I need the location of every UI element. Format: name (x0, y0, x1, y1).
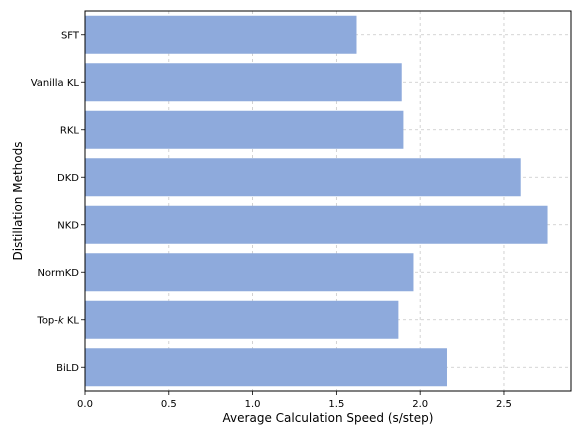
x-tick-label: 0.5 (161, 399, 177, 410)
y-tick-label-bild: BiLD (56, 363, 79, 374)
bar-nkd (85, 205, 548, 244)
y-tick-label-normkd: NormKD (37, 268, 79, 279)
x-tick-label: 1.5 (328, 399, 344, 410)
y-tick-label-sft: SFT (61, 30, 80, 41)
bar-top-k-kl (85, 300, 399, 339)
x-tick-label: 1.0 (245, 399, 261, 410)
y-axis-ticks: SFT Vanilla KL RKL DKD NKD NormKD Top-k KL BiLD (31, 30, 85, 374)
y-tick-label-top-k-kl: Top-k KL (36, 315, 79, 326)
x-axis-title: Average Calculation Speed (s/step) (223, 411, 434, 425)
y-tick-label-rkl: RKL (60, 125, 80, 136)
bar-dkd (85, 158, 521, 197)
y-tick-label-vanilla-kl: Vanilla KL (31, 78, 80, 89)
bar-rkl (85, 110, 404, 149)
x-tick-label: 2.0 (412, 399, 428, 410)
bar-normkd (85, 253, 414, 292)
plot-frame (84, 10, 572, 392)
y-tick-label-nkd: NKD (57, 220, 79, 231)
bar-bild (85, 348, 447, 387)
y-axis-title: Distillation Methods (11, 142, 25, 261)
bar-sft (85, 15, 357, 54)
bar-vanilla-kl (85, 63, 402, 102)
bars (85, 15, 548, 387)
x-tick-label: 2.5 (496, 399, 512, 410)
y-tick-label-dkd: DKD (57, 173, 79, 184)
x-tick-label: 0.0 (77, 399, 93, 410)
x-axis-ticks: 0.0 0.5 1.0 1.5 2.0 2.5 (77, 391, 512, 410)
